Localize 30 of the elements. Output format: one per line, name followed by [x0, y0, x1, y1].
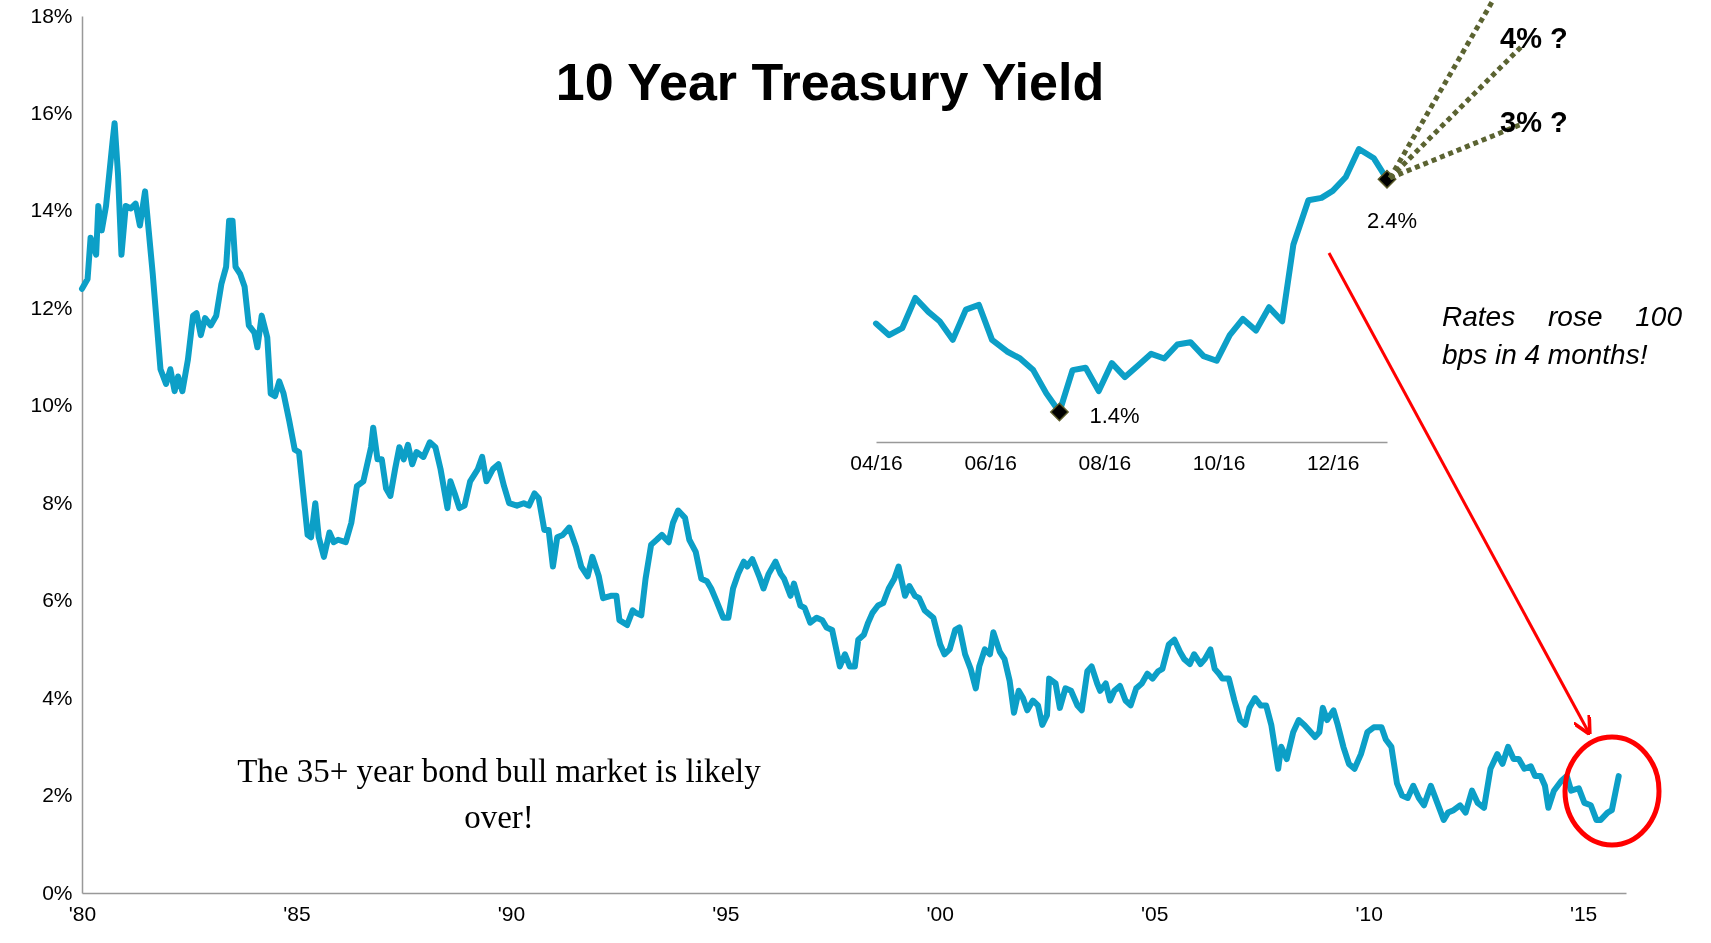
y-tick-label: 2% — [42, 783, 73, 807]
x-tick-label: '80 — [68, 901, 97, 925]
y-tick-label: 18% — [30, 3, 73, 27]
data-label: 2.4% — [1366, 208, 1418, 234]
x-tick-label: 08/16 — [1078, 450, 1132, 474]
y-tick-label: 12% — [30, 295, 73, 319]
x-tick-label: '00 — [926, 901, 954, 925]
y-tick-label: 14% — [30, 198, 73, 222]
x-tick-label: '90 — [497, 901, 526, 925]
annotation: The 35+ year bond bull market is likely over! — [236, 752, 762, 837]
x-tick-label: 10/16 — [1192, 450, 1246, 474]
x-tick-label: '95 — [712, 901, 740, 925]
y-tick-label: 4% — [42, 685, 73, 709]
x-tick-label: 04/16 — [850, 450, 903, 474]
y-tick-label: 16% — [30, 100, 73, 124]
text: 10 Year Treasury Yield — [554, 52, 1106, 112]
x-tick-label: '15 — [1569, 901, 1598, 925]
data-label: 1.4% — [1089, 403, 1140, 428]
x-tick-label: 12/16 — [1306, 450, 1360, 474]
x-tick-label: '85 — [283, 901, 311, 925]
annotation: Rates rose 100 bps in 4 months! — [1442, 300, 1682, 372]
x-tick-label: '10 — [1355, 901, 1383, 925]
x-tick-label: '05 — [1141, 901, 1169, 925]
y-tick-label: 8% — [42, 490, 73, 514]
y-tick-label: 6% — [42, 588, 73, 612]
annotation: 4% ? — [1500, 22, 1569, 55]
y-tick-label: 10% — [30, 393, 73, 417]
y-tick-label: 0% — [42, 880, 73, 904]
annotation: 3% ? — [1500, 106, 1569, 139]
x-tick-label: 06/16 — [964, 450, 1017, 474]
